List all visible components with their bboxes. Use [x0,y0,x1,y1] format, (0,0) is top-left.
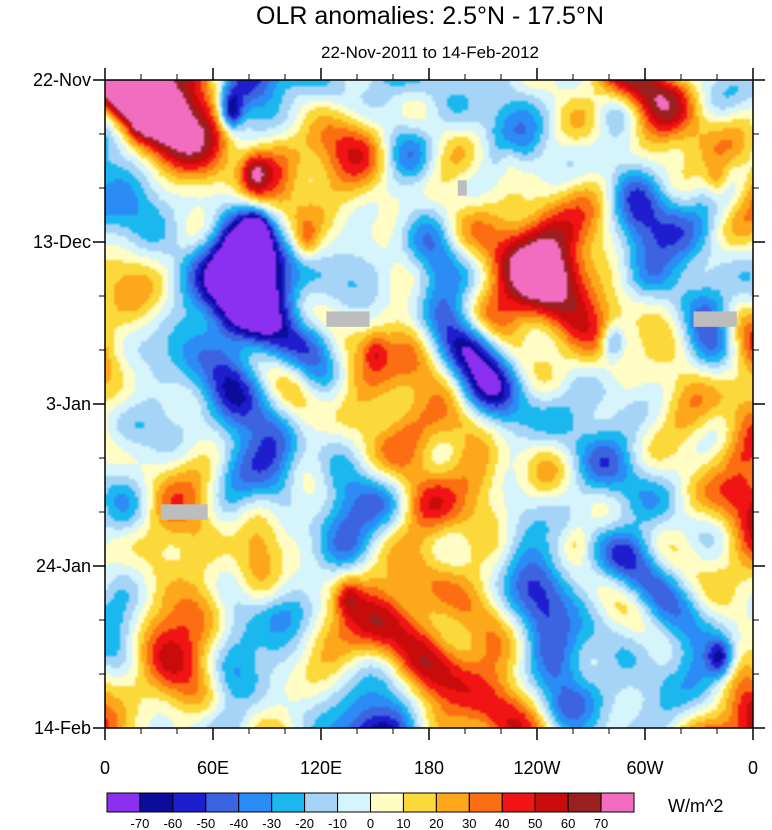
colorbar-swatch [337,792,371,813]
colorbar-swatch [205,792,240,813]
colorbar-label: 50 [528,816,542,830]
colorbar-swatch [172,792,207,813]
colorbar-swatch [370,792,404,813]
x-tick-label: 0 [748,758,758,778]
missing-data-patch-2 [693,311,737,327]
colorbar-label: -60 [163,816,182,830]
y-tick-label: 22-Nov [33,70,91,90]
y-tick-label: 13-Dec [33,232,91,252]
colorbar-label: -30 [262,816,281,830]
colorbar-label: 10 [396,816,410,830]
colorbar-swatch [468,792,503,813]
y-tick-label: 3-Jan [46,394,91,414]
colorbar: -70 -60 -50 -40 -30 -20 -10 0 10 20 30 40 50 60 70 [106,792,635,830]
colorbar-swatch [304,792,339,813]
chart-subtitle: 22-Nov-2011 to 14-Feb-2012 [321,43,539,62]
x-tick-label: 180 [414,758,444,778]
y-tick-label: 24-Jan [36,556,91,576]
colorbar-label: -20 [295,816,314,830]
x-tick-label: 120E [300,758,342,778]
y-tick-label: 14-Feb [34,718,91,738]
missing-data-layer [160,180,737,520]
colorbar-label: -50 [196,816,215,830]
colorbar-units: W/m^2 [668,796,723,816]
colorbar-swatch [534,792,569,813]
colorbar-label: 60 [561,816,575,830]
missing-data-patch-1 [326,311,370,327]
x-tick-label: 60E [197,758,229,778]
x-tick-label: 120W [513,758,560,778]
colorbar-label: -10 [328,816,347,830]
missing-data-patch-3 [160,504,208,520]
colorbar-label: 20 [429,816,443,830]
x-axis: 0 60E 120E 180 120W 60W 0 [100,68,758,778]
colorbar-swatch [435,792,470,813]
olr-anomaly-field [105,80,753,728]
colorbar-swatch [567,792,602,813]
colorbar-swatch [106,792,141,813]
x-tick-label: 60W [626,758,663,778]
colorbar-label: 0 [367,816,374,830]
colorbar-swatch [139,792,174,813]
plot-area [104,79,754,729]
colorbar-label: 40 [495,816,509,830]
colorbar-label: 70 [594,816,608,830]
colorbar-swatch [600,792,635,813]
colorbar-swatch [238,792,273,813]
y-axis: 22-Nov 13-Dec 3-Jan 24-Jan 14-Feb [33,70,765,738]
colorbar-swatch [271,792,306,813]
x-tick-label: 0 [100,758,110,778]
colorbar-label: -40 [229,816,248,830]
colorbar-swatch [501,792,536,813]
colorbar-label: -70 [131,816,150,830]
colorbar-label: 30 [462,816,476,830]
missing-data-patch-4 [457,180,467,196]
chart-title: OLR anomalies: 2.5°N - 17.5°N [256,2,604,30]
colorbar-swatch [402,792,437,813]
